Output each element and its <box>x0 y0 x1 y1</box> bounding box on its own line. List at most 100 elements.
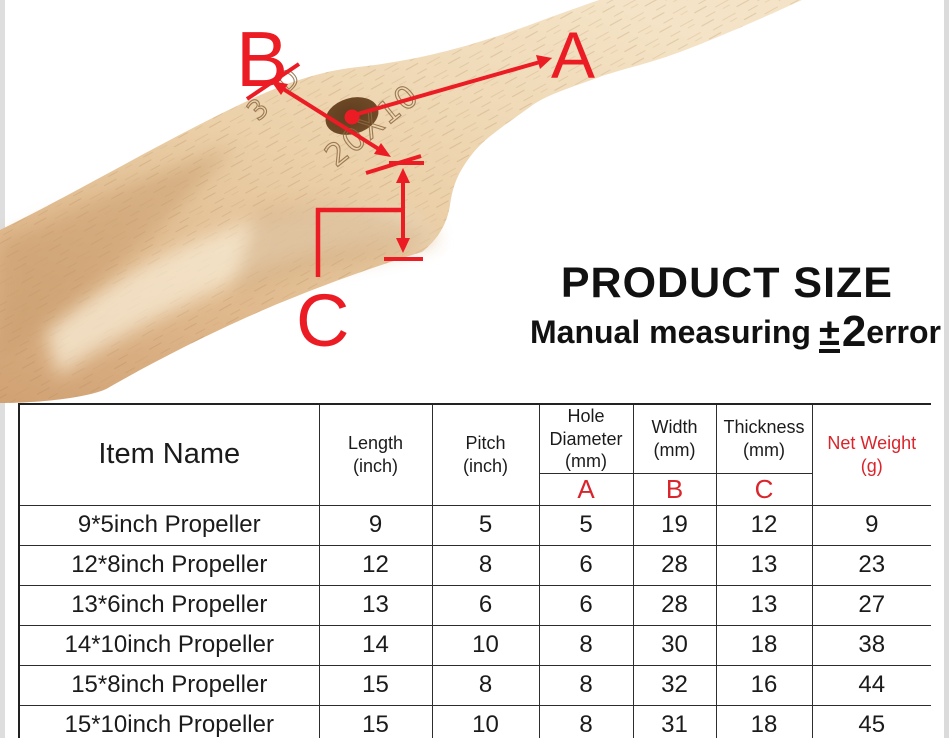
col-header-hole-line1: Hole <box>567 406 605 426</box>
cell-width: 30 <box>632 624 717 666</box>
cell-item: 13*6inch Propeller <box>18 584 320 626</box>
cell-width: 28 <box>632 584 717 626</box>
sub-header-b: B <box>632 472 717 506</box>
measuring-note: Manual measuring ±2error <box>530 307 941 356</box>
dim-b-tick-top <box>245 62 301 101</box>
cell-length: 15 <box>318 704 433 738</box>
dim-c-bracket <box>315 207 401 277</box>
spec-table-container: Item Name Length (inch) Pitch (inch) Hol… <box>18 403 931 738</box>
col-header-length: Length (inch) <box>318 403 433 506</box>
sub-header-a: A <box>538 472 634 506</box>
title-block: PRODUCT SIZE Manual measuring ±2error <box>530 259 941 356</box>
cell-width: 19 <box>632 504 717 546</box>
cell-pitch: 5 <box>431 504 540 546</box>
cell-hole: 8 <box>538 624 634 666</box>
cell-weight: 27 <box>811 584 931 626</box>
table-row: 15*8inch Propeller 15 8 8 32 16 44 <box>18 664 931 706</box>
col-header-length-line1: Length <box>347 433 404 454</box>
cell-weight: 38 <box>811 624 931 666</box>
table-row: 12*8inch Propeller 12 8 6 28 13 23 <box>18 544 931 586</box>
right-edge-strip <box>944 0 949 738</box>
table-row: 13*6inch Propeller 13 6 6 28 13 27 <box>18 584 931 626</box>
cell-hole: 8 <box>538 704 634 738</box>
cell-weight: 45 <box>811 704 931 738</box>
col-header-hole-line3: (mm) <box>565 451 607 471</box>
col-header-width-line2: (mm) <box>653 439 696 460</box>
dim-c-arrowhead-down <box>396 238 410 253</box>
cell-width: 31 <box>632 704 717 738</box>
plus-minus-symbol: ± <box>818 312 840 354</box>
col-header-thickness: Thickness (mm) <box>715 403 813 474</box>
cell-length: 14 <box>318 624 433 666</box>
header-sub-row: A B C <box>19 472 931 506</box>
measuring-note-prefix: Manual measuring <box>530 314 811 350</box>
col-header-length-line2: (inch) <box>352 455 398 476</box>
col-header-hole-line2: Diameter <box>549 428 623 449</box>
col-header-net-weight: Net Weight (g) <box>811 403 931 506</box>
cell-pitch: 6 <box>431 584 540 626</box>
cell-thickness: 13 <box>715 584 813 626</box>
cell-thickness: 12 <box>715 504 813 546</box>
dim-a-arrowhead <box>536 55 552 69</box>
cell-hole: 6 <box>538 584 634 626</box>
cell-thickness: 13 <box>715 544 813 586</box>
cell-hole: 6 <box>538 544 634 586</box>
col-header-item-name: Item Name <box>18 403 320 506</box>
table-row: 14*10inch Propeller 14 10 8 30 18 38 <box>18 624 931 666</box>
dim-label-a: A <box>551 18 595 92</box>
dim-b-arrowhead-bottom <box>374 143 391 157</box>
cell-pitch: 10 <box>431 624 540 666</box>
cell-hole: 8 <box>538 664 634 706</box>
col-header-width: Width (mm) <box>632 403 717 474</box>
header-row: Item Name Length (inch) Pitch (inch) Hol… <box>18 403 931 506</box>
cell-item: 9*5inch Propeller <box>18 504 320 546</box>
dim-c-arrowhead-up <box>396 168 410 183</box>
table-row: 15*10inch Propeller 15 10 8 31 18 45 <box>18 704 931 738</box>
dim-label-b: B <box>236 15 288 103</box>
cell-thickness: 18 <box>715 624 813 666</box>
hole-center-dot <box>344 109 360 125</box>
col-header-net-weight-line1: Net Weight <box>827 433 917 454</box>
cell-thickness: 18 <box>715 704 813 738</box>
cell-thickness: 16 <box>715 664 813 706</box>
cell-width: 32 <box>632 664 717 706</box>
cell-length: 9 <box>318 504 433 546</box>
measuring-note-suffix: error <box>866 314 941 350</box>
cell-weight: 9 <box>811 504 931 546</box>
cell-pitch: 8 <box>431 664 540 706</box>
col-header-pitch-line2: (inch) <box>462 455 508 476</box>
dim-a-line <box>353 60 541 117</box>
cell-item: 15*10inch Propeller <box>18 704 320 738</box>
col-header-pitch: Pitch (inch) <box>431 403 540 506</box>
spec-table: Item Name Length (inch) Pitch (inch) Hol… <box>18 403 931 738</box>
wood-shadow-fold <box>232 204 438 296</box>
dim-label-c: C <box>296 279 349 362</box>
spec-table-body: 9*5inch Propeller 9 5 5 19 12 9 12*8inch Propel… <box>18 504 931 738</box>
col-header-thickness-line1: Thickness <box>723 417 805 438</box>
col-header-width-line1: Width <box>651 417 698 438</box>
dimension-annotations: B A C <box>236 15 595 362</box>
cell-length: 15 <box>318 664 433 706</box>
col-header-net-weight-line2: (g) <box>860 455 883 476</box>
cell-item: 12*8inch Propeller <box>18 544 320 586</box>
product-size-heading: PRODUCT SIZE <box>560 259 893 307</box>
cell-width: 28 <box>632 544 717 586</box>
cell-item: 15*8inch Propeller <box>18 664 320 706</box>
cell-hole: 5 <box>538 504 634 546</box>
cell-length: 13 <box>318 584 433 626</box>
tolerance-value: 2 <box>841 307 867 356</box>
cell-pitch: 10 <box>431 704 540 738</box>
table-row: 9*5inch Propeller 9 5 5 19 12 9 <box>18 504 931 546</box>
col-header-hole-diameter: Hole Diameter (mm) <box>538 403 634 474</box>
dim-b-arrowhead-top <box>271 81 288 95</box>
wood-shadow-upper <box>0 146 235 360</box>
cell-weight: 44 <box>811 664 931 706</box>
dim-b-line <box>275 83 387 155</box>
cell-length: 12 <box>318 544 433 586</box>
cell-pitch: 8 <box>431 544 540 586</box>
col-header-thickness-line2: (mm) <box>743 439 785 460</box>
propeller-photo: 3 D 20X10 B A <box>0 0 802 403</box>
cell-weight: 23 <box>811 544 931 586</box>
col-header-pitch-line1: Pitch <box>465 433 506 454</box>
